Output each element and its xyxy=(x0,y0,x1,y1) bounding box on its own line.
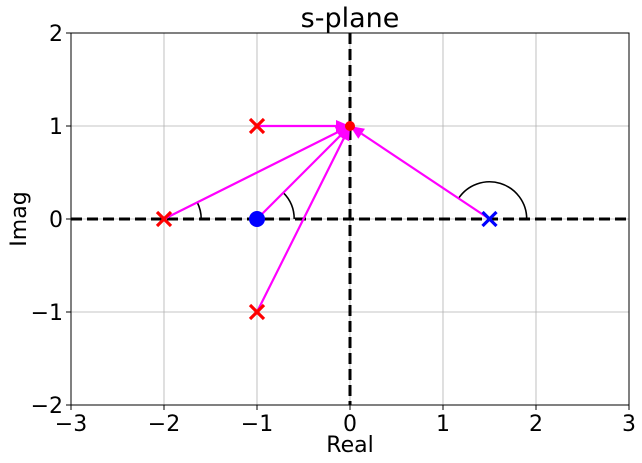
vector-line xyxy=(163,131,338,220)
x-tick-label: −3 xyxy=(55,412,87,437)
x-tick-label: 2 xyxy=(529,412,543,437)
chart-title: s-plane xyxy=(301,3,400,34)
y-tick-label: 0 xyxy=(49,208,63,233)
vector-line xyxy=(256,138,345,313)
pole-marker-stroke xyxy=(481,210,498,228)
angle-arc xyxy=(457,181,528,220)
y-tick-label: 2 xyxy=(49,22,63,47)
y-tick-label: −1 xyxy=(31,301,63,326)
x-tick-label: 1 xyxy=(436,412,450,437)
pole-marker xyxy=(155,210,173,228)
pole-marker-stroke xyxy=(248,117,266,135)
x-tick-label: 0 xyxy=(343,412,357,437)
y-tick-label: −2 xyxy=(31,394,63,419)
y-tick-label: 1 xyxy=(49,115,63,140)
x-axis-label: Real xyxy=(326,433,373,458)
test-point-marker xyxy=(345,121,355,131)
pole-marker-stroke xyxy=(155,210,173,228)
pole-marker-stroke xyxy=(248,303,266,321)
zero-marker xyxy=(249,211,265,227)
y-axis-ticks: −2 −1 0 1 2 xyxy=(31,22,71,419)
pole-marker xyxy=(248,117,266,135)
x-tick-label: 3 xyxy=(622,412,636,437)
markers xyxy=(155,117,498,321)
pole-marker xyxy=(248,303,266,321)
vector-line xyxy=(256,135,341,220)
vector-line xyxy=(361,132,491,220)
angle-arc xyxy=(282,192,295,220)
x-tick-label: −2 xyxy=(148,412,180,437)
pole-marker xyxy=(481,210,498,228)
x-axis-ticks: −3 −2 −1 0 1 2 3 xyxy=(55,405,636,437)
reference-lines xyxy=(71,33,629,405)
y-axis-label: Imag xyxy=(7,191,32,246)
x-tick-label: −1 xyxy=(241,412,273,437)
